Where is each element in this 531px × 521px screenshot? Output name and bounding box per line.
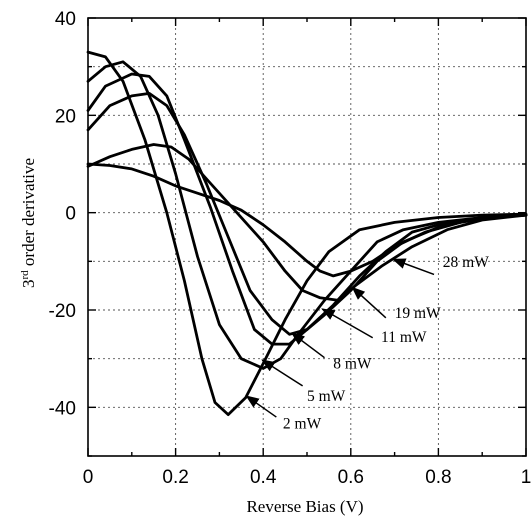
series-line-28mw [86, 162, 528, 278]
x-tick-label: 1 [521, 467, 531, 488]
x-tick-label: 0.6 [338, 467, 364, 488]
annotation-label: 19 mW [395, 305, 441, 322]
series-line-11mw [86, 92, 528, 336]
x-tick-label: 0 [83, 467, 94, 488]
y-tick-label: 0 [65, 204, 76, 225]
annotation-label: 28 mW [443, 254, 489, 271]
x-tick-label: 0.4 [250, 467, 277, 488]
x-tick-label: 0.2 [162, 467, 188, 488]
y-axis-title: 3rd order derivative [19, 158, 38, 288]
series-line-8mw [86, 72, 528, 346]
y-tick-labels: -40 -20 0 20 40 [49, 9, 76, 419]
gridlines [88, 18, 526, 456]
y-tick-label: -20 [49, 301, 76, 322]
annotation-arrow [321, 308, 374, 339]
annotation-arrow [261, 359, 304, 387]
y-tick-label: 20 [55, 106, 76, 127]
y-axis-title-rest: order derivative [19, 158, 38, 270]
annotation-layer: 28 mW 19 mW 11 mW 8 mW 5 mW 2 mW [245, 254, 489, 432]
annotation-arrow [291, 332, 325, 359]
annotation-arrow [351, 286, 387, 319]
annotation-label: 2 mW [283, 415, 322, 432]
annotation-label: 5 mW [307, 388, 346, 405]
tick-layer [87, 17, 527, 457]
annotation-arrow [392, 258, 435, 276]
annotation-arrow [245, 395, 277, 418]
series-line-19mw [86, 143, 528, 302]
y-axis-title-sup: rd [19, 270, 31, 280]
series-layer [86, 50, 528, 416]
annotation-label: 8 mW [333, 355, 372, 372]
y-axis-title-main: 3 [19, 280, 38, 289]
y-tick-label: 40 [55, 9, 76, 30]
x-tick-label: 0.8 [425, 467, 451, 488]
y-tick-label: -40 [49, 398, 76, 419]
x-axis-title: Reverse Bias (V) [246, 497, 363, 516]
annotation-label: 11 mW [381, 329, 427, 346]
x-tick-labels: 0 0.2 0.4 0.6 0.8 1 [83, 467, 531, 488]
